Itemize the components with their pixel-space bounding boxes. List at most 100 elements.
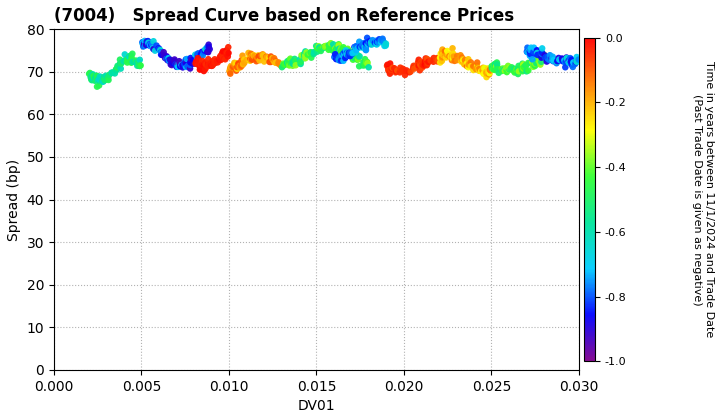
Point [91,83,103,90]
Point [521,48,533,55]
Point [228,63,239,70]
Point [184,62,196,68]
Point [139,37,150,44]
Point [462,60,473,66]
Point [194,51,206,58]
Point [138,39,149,46]
Point [510,66,522,73]
Point [446,57,458,63]
Point [408,63,419,69]
Point [447,52,459,59]
Point [225,66,236,72]
Point [366,39,377,45]
Point [465,63,477,70]
Point [552,58,563,65]
Point [526,45,537,51]
Point [380,40,392,47]
Point [208,60,220,67]
Point [140,41,152,48]
Point [163,58,175,64]
Point [231,64,243,71]
Point [179,58,191,65]
Point [482,65,494,72]
Point [446,51,458,58]
Point [122,59,133,66]
Point [222,50,233,56]
Point [434,55,446,61]
Point [198,60,210,67]
Point [379,42,390,49]
Point [351,56,363,63]
Point [542,54,554,60]
Point [298,52,310,58]
Point [361,59,373,66]
Point [285,60,297,66]
Y-axis label: Time in years between 11/1/2024 and Trade Date
(Past Trade Date is given as nega: Time in years between 11/1/2024 and Trad… [693,61,714,338]
Point [331,45,343,52]
Point [184,62,195,68]
Point [571,58,582,65]
Point [237,58,248,65]
Point [359,45,371,52]
Point [296,52,307,59]
Point [524,51,536,58]
Point [375,37,387,43]
Point [361,40,372,47]
Point [237,52,248,59]
Point [446,53,458,60]
Point [431,55,443,61]
Point [354,43,365,50]
Point [225,70,236,77]
Point [193,61,204,68]
Point [420,55,431,62]
Point [532,52,544,58]
Point [247,53,258,60]
Point [256,52,267,59]
Point [417,61,428,68]
Point [473,66,485,73]
Point [428,55,439,61]
Point [439,53,451,60]
Point [283,57,294,63]
Point [513,66,524,72]
Point [439,48,451,55]
Point [130,57,142,64]
Point [235,62,247,69]
Point [455,52,467,59]
Point [349,44,361,50]
Point [102,74,114,81]
Point [561,55,572,62]
Point [350,52,361,59]
Point [360,46,372,53]
Point [481,70,492,76]
Point [421,62,433,68]
Point [435,50,446,57]
Point [198,49,210,56]
Point [153,45,164,52]
Point [371,41,382,48]
Point [278,60,289,67]
Point [234,62,246,69]
Point [203,61,215,68]
Point [366,37,378,44]
Point [503,66,515,73]
Point [518,64,530,71]
Point [165,61,176,68]
Point [187,56,199,63]
Point [475,68,487,75]
Point [198,68,210,74]
Point [176,61,187,68]
Point [396,67,408,74]
Point [539,55,551,61]
Point [352,45,364,52]
Point [333,57,345,63]
Point [560,58,572,65]
Point [551,58,562,65]
Point [124,54,135,60]
Point [384,70,396,77]
Point [168,58,180,64]
Point [496,66,508,72]
Point [361,34,373,41]
Point [217,48,229,55]
Point [508,66,520,72]
